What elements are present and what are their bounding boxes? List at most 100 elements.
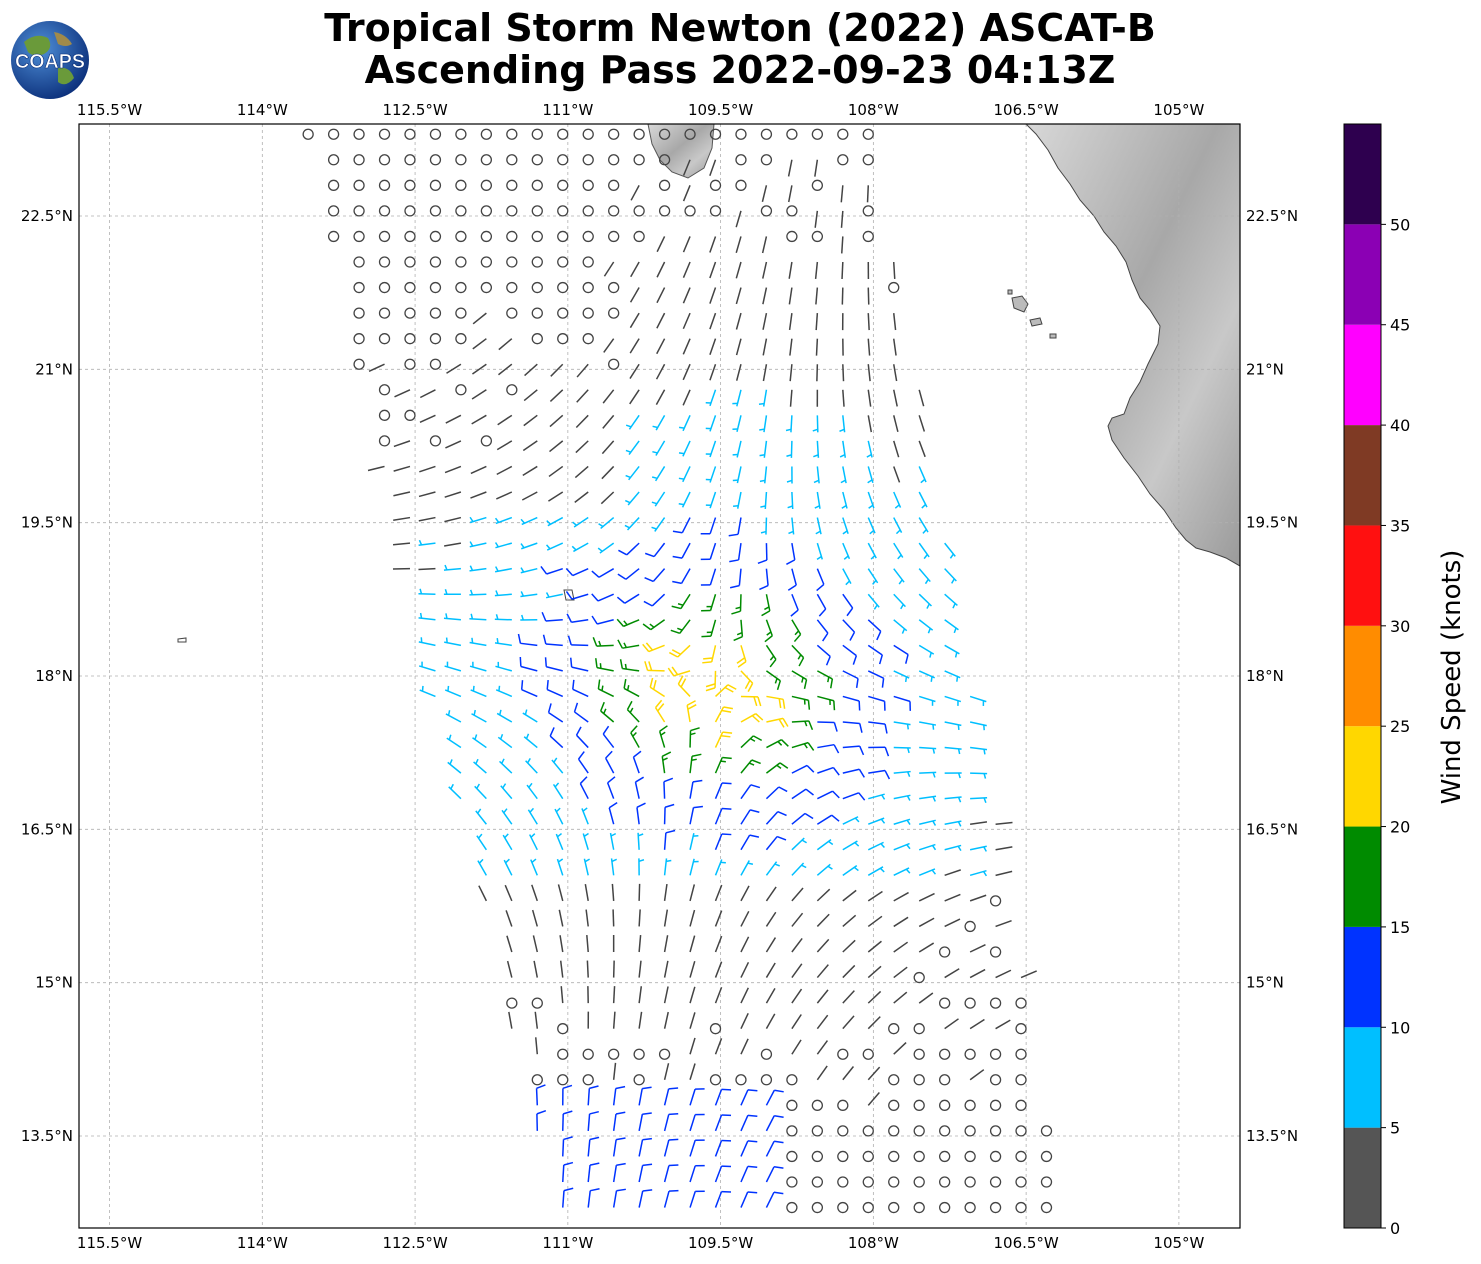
calm-wind-circle <box>658 205 671 217</box>
lat-tick-label-left: 18°N <box>35 667 73 685</box>
wind-barb <box>652 414 666 431</box>
wind-barb <box>735 287 742 305</box>
wind-barb <box>584 884 589 902</box>
lat-tick-label-right: 15°N <box>1246 974 1284 992</box>
wind-barb <box>394 389 411 398</box>
wind-barb <box>765 911 777 927</box>
wind-barb <box>534 1037 539 1055</box>
calm-wind-circle <box>480 435 493 447</box>
wind-barb <box>918 992 934 1004</box>
wind-barb <box>499 758 513 774</box>
wind-barb <box>740 987 749 1004</box>
colorbar-frame <box>1343 123 1382 1229</box>
calm-wind-circle <box>404 307 416 319</box>
lon-tick-label-top: 109.5°W <box>688 101 753 119</box>
wind-barb <box>816 542 823 561</box>
wind-barb <box>661 751 672 774</box>
wind-barb <box>765 937 777 953</box>
calm-wind-circle <box>353 154 365 166</box>
colorbar-bin <box>1344 1027 1381 1128</box>
wind-barb <box>638 1163 653 1183</box>
calm-wind-circle <box>404 179 416 191</box>
wind-barb <box>944 893 961 902</box>
wind-barb <box>919 795 937 802</box>
wind-barb <box>868 769 891 780</box>
wind-barb <box>842 889 857 902</box>
island <box>1049 333 1057 339</box>
colorbar-bin <box>1344 826 1381 927</box>
wind-barb <box>496 491 513 500</box>
wind-barb <box>893 916 909 928</box>
calm-wind-circle <box>378 205 391 217</box>
wind-barb <box>548 465 564 478</box>
calm-wind-circle <box>455 307 467 319</box>
wind-barb <box>586 960 589 978</box>
wind-barb <box>663 1138 679 1157</box>
wind-barb <box>918 466 927 484</box>
wind-barb <box>651 517 666 532</box>
calm-wind-circle <box>1040 1125 1053 1137</box>
wind-barb <box>616 593 640 604</box>
wind-barb <box>740 784 761 800</box>
calm-wind-circle <box>506 256 518 268</box>
wind-barb <box>651 491 666 507</box>
wind-barb <box>663 960 669 978</box>
wind-barb <box>893 542 904 560</box>
wind-barb <box>625 440 640 456</box>
calm-wind-circle <box>378 281 391 294</box>
wind-barb <box>495 685 513 698</box>
calm-wind-circle <box>939 1176 951 1188</box>
lon-tick-label-top: 105°W <box>1153 101 1204 119</box>
wind-barb <box>970 746 988 755</box>
wind-barb <box>574 465 589 479</box>
wind-barb <box>842 670 859 689</box>
wind-barb <box>689 727 700 748</box>
wind-barb <box>623 678 640 698</box>
lat-tick-label-left: 15°N <box>35 974 73 992</box>
calm-wind-circle <box>1015 1125 1027 1137</box>
wind-barb <box>585 909 589 927</box>
wind-barb <box>520 567 538 574</box>
wind-barb <box>612 1137 626 1157</box>
wind-barb <box>1020 970 1037 979</box>
calm-wind-circle <box>531 154 543 166</box>
wind-barb <box>448 783 462 800</box>
wind-barb <box>521 491 538 501</box>
wind-barb <box>759 568 769 591</box>
wind-barb <box>842 1066 855 1081</box>
wind-barb <box>587 1188 600 1208</box>
calm-wind-circle <box>633 154 645 166</box>
wind-barb <box>663 909 669 927</box>
calm-wind-circle <box>506 205 518 217</box>
wind-barb <box>944 968 960 979</box>
wind-barb <box>842 389 845 407</box>
wind-barb <box>494 614 512 621</box>
wind-barb <box>785 415 793 433</box>
wind-barb <box>766 717 789 728</box>
calm-wind-circle <box>811 1125 824 1137</box>
wind-barb <box>970 796 988 804</box>
wind-barb <box>667 666 691 677</box>
wind-barb <box>689 805 703 825</box>
wind-barb <box>686 700 697 723</box>
wind-barb <box>709 312 717 330</box>
calm-wind-circle <box>506 128 518 140</box>
wind-barb <box>559 960 564 978</box>
calm-wind-circle <box>837 1099 849 1111</box>
wind-barb <box>841 261 844 280</box>
wind-barb <box>736 645 747 668</box>
wind-barb <box>583 858 590 876</box>
wind-barb <box>867 990 882 1004</box>
calm-wind-circle <box>964 1176 976 1188</box>
calm-wind-circle <box>964 920 976 933</box>
wind-barb <box>689 779 703 799</box>
wind-barb <box>419 414 436 424</box>
wind-barb <box>579 776 589 800</box>
wind-barb <box>791 862 807 876</box>
wind-barb <box>469 516 487 524</box>
axis-tick-labels: 115.5°W 115.5°W 114°W 114°W 112.5°W 112.5°W 11… <box>21 101 1298 1252</box>
calm-wind-circle <box>455 256 467 268</box>
calm-wind-circle <box>429 205 442 217</box>
wind-barb <box>575 414 589 429</box>
calm-wind-circle <box>531 997 543 1009</box>
